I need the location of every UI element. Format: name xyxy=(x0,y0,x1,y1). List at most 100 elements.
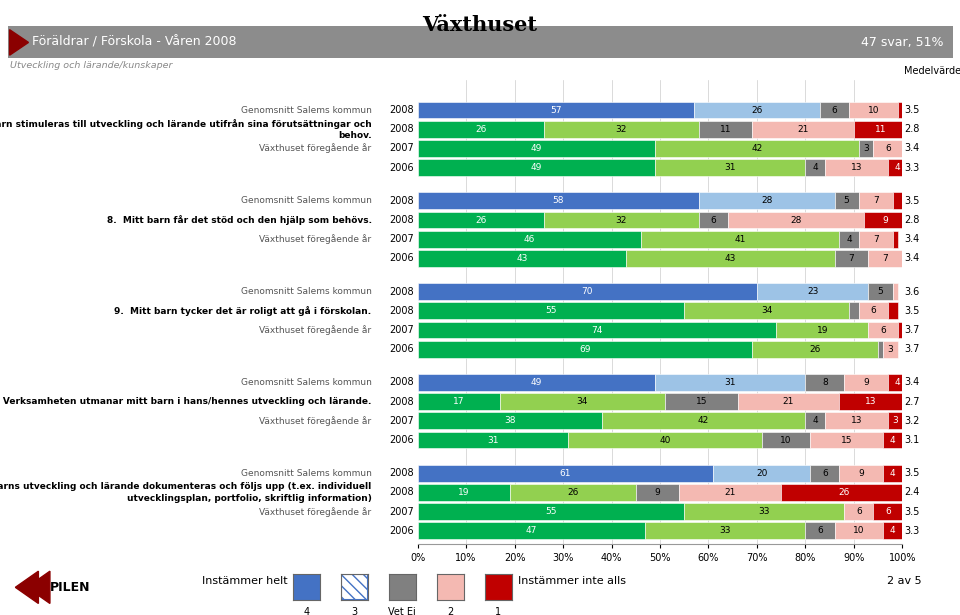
Text: 3.4: 3.4 xyxy=(904,378,920,387)
Text: 43: 43 xyxy=(725,254,736,263)
Bar xyxy=(888,374,907,391)
Text: 4: 4 xyxy=(895,378,900,387)
Bar xyxy=(713,465,810,482)
Text: 3.6: 3.6 xyxy=(904,287,920,296)
Bar xyxy=(418,374,655,391)
Text: 2006: 2006 xyxy=(389,435,414,445)
Bar xyxy=(888,413,902,429)
Bar xyxy=(418,212,543,228)
Text: 3.5: 3.5 xyxy=(904,105,920,115)
Text: 4: 4 xyxy=(890,435,896,445)
Bar xyxy=(699,121,752,138)
Text: 3.5: 3.5 xyxy=(904,468,920,478)
Text: 2007: 2007 xyxy=(389,143,414,153)
Text: 9.  Mitt barn tycker det är roligt att gå i förskolan.: 9. Mitt barn tycker det är roligt att gå… xyxy=(114,306,372,316)
Text: 4: 4 xyxy=(303,607,309,615)
Bar xyxy=(418,432,568,448)
Bar xyxy=(418,522,645,539)
Text: 21: 21 xyxy=(782,397,794,406)
Bar xyxy=(418,121,543,138)
Text: 11: 11 xyxy=(720,125,732,133)
Bar xyxy=(418,322,777,338)
Bar xyxy=(500,393,665,410)
Text: 3.2: 3.2 xyxy=(904,416,920,426)
Text: Instämmer inte alls: Instämmer inte alls xyxy=(518,576,627,586)
Bar xyxy=(874,503,902,520)
Bar xyxy=(636,484,680,501)
Bar xyxy=(859,192,893,209)
Text: 7: 7 xyxy=(882,254,888,263)
Bar xyxy=(418,101,694,119)
Text: 46: 46 xyxy=(523,235,535,244)
Text: 2006: 2006 xyxy=(389,526,414,536)
Text: 26: 26 xyxy=(809,344,821,354)
Text: 49: 49 xyxy=(531,144,542,153)
Text: 34: 34 xyxy=(761,306,773,315)
Bar xyxy=(893,231,898,248)
Text: 2007: 2007 xyxy=(389,507,414,517)
Bar xyxy=(864,212,907,228)
Text: 28: 28 xyxy=(761,196,773,205)
Text: 9: 9 xyxy=(863,378,869,387)
Text: 49: 49 xyxy=(531,378,542,387)
Text: 11: 11 xyxy=(875,125,886,133)
Text: 2008: 2008 xyxy=(389,215,414,225)
Text: 55: 55 xyxy=(545,306,557,315)
Bar xyxy=(869,250,902,267)
Text: 26: 26 xyxy=(475,125,487,133)
Text: 4: 4 xyxy=(812,416,818,426)
Bar xyxy=(418,303,684,319)
Bar xyxy=(810,465,839,482)
Bar xyxy=(665,393,737,410)
Text: 26: 26 xyxy=(752,106,762,114)
Bar xyxy=(680,484,781,501)
Text: 6: 6 xyxy=(880,325,886,335)
Text: 4: 4 xyxy=(895,163,900,172)
Text: 7: 7 xyxy=(873,235,878,244)
Text: 8: 8 xyxy=(822,378,828,387)
Bar xyxy=(859,303,888,319)
Bar xyxy=(762,432,810,448)
Text: 20: 20 xyxy=(756,469,767,478)
Text: 3: 3 xyxy=(863,144,869,153)
Bar xyxy=(655,140,859,157)
Text: 38: 38 xyxy=(504,416,516,426)
Text: 3.5: 3.5 xyxy=(904,196,920,206)
Bar xyxy=(898,101,907,119)
Text: 3.7: 3.7 xyxy=(904,344,920,354)
Text: 2008: 2008 xyxy=(389,306,414,316)
Text: 21: 21 xyxy=(798,125,808,133)
Text: 42: 42 xyxy=(698,416,709,426)
Text: 2008: 2008 xyxy=(389,287,414,296)
Text: 40: 40 xyxy=(660,435,670,445)
Bar xyxy=(849,101,898,119)
Text: Växthuset föregående år: Växthuset föregående år xyxy=(259,143,372,153)
Text: 10: 10 xyxy=(868,106,879,114)
Polygon shape xyxy=(15,571,38,603)
Text: 11. Mitt barns utveckling och lärande dokumenteras och följs upp (t.ex. individu: 11. Mitt barns utveckling och lärande do… xyxy=(0,482,372,502)
Text: 6: 6 xyxy=(885,507,891,516)
Text: 2008: 2008 xyxy=(389,378,414,387)
Text: 2007: 2007 xyxy=(389,234,414,244)
Text: 2006: 2006 xyxy=(389,253,414,263)
Bar xyxy=(893,283,898,300)
Text: 2006: 2006 xyxy=(389,162,414,173)
Bar xyxy=(418,393,500,410)
Text: Växthuset föregående år: Växthuset föregående år xyxy=(259,507,372,517)
Text: 3.4: 3.4 xyxy=(904,234,920,244)
Bar xyxy=(418,413,602,429)
Text: 13: 13 xyxy=(851,163,862,172)
Text: 6: 6 xyxy=(885,144,891,153)
Text: 3.1: 3.1 xyxy=(904,435,920,445)
Text: 2008: 2008 xyxy=(389,397,414,407)
Text: 4: 4 xyxy=(890,526,896,535)
Text: 7: 7 xyxy=(849,254,854,263)
Bar xyxy=(825,159,888,176)
Bar xyxy=(839,393,902,410)
Bar xyxy=(883,465,902,482)
Text: 6: 6 xyxy=(871,306,876,315)
Text: 2.8: 2.8 xyxy=(904,215,920,225)
Bar xyxy=(781,484,907,501)
Bar xyxy=(418,192,699,209)
Text: 3.7: 3.7 xyxy=(904,325,920,335)
